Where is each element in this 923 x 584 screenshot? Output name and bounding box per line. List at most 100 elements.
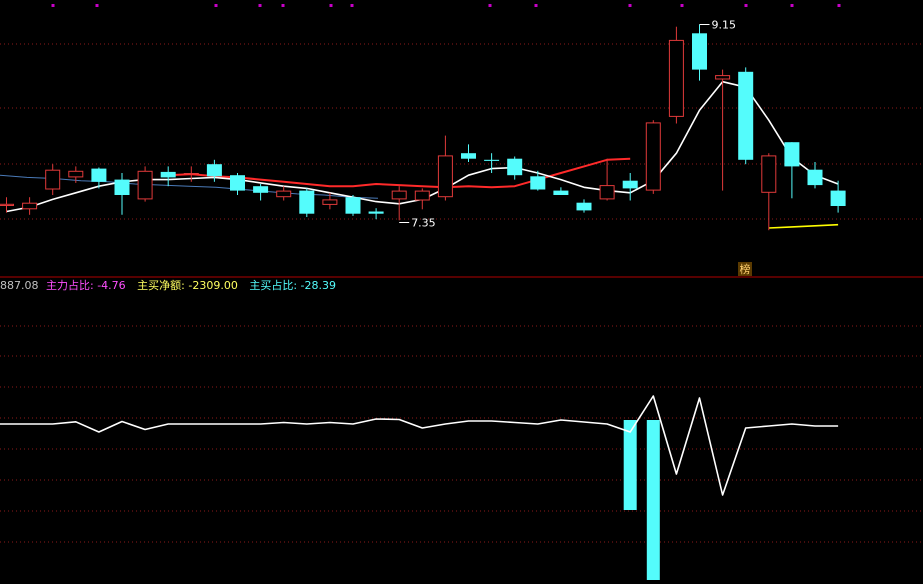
top-marker-dots xyxy=(51,4,841,7)
marker-dot xyxy=(680,4,684,7)
price-annotation: 7.35 xyxy=(399,217,436,230)
candle xyxy=(0,197,14,213)
indicator-line-path xyxy=(0,395,839,496)
candle xyxy=(622,173,638,201)
candle xyxy=(599,158,615,201)
candle-body xyxy=(137,170,153,200)
candle-body xyxy=(345,197,361,214)
candle-body xyxy=(322,199,338,205)
candle xyxy=(784,142,800,199)
candle xyxy=(830,180,846,213)
candle xyxy=(137,166,153,202)
candlesticks[interactable] xyxy=(0,24,846,231)
candle xyxy=(738,67,754,165)
main-ratio-value: -4.76 xyxy=(97,279,125,292)
candle-body xyxy=(645,122,661,191)
indicator-line xyxy=(0,395,839,496)
candle-body xyxy=(576,202,592,211)
annotation-label: 7.35 xyxy=(411,217,436,230)
candle-body xyxy=(484,159,500,161)
candle-body xyxy=(0,203,14,207)
candle xyxy=(276,186,292,201)
candle xyxy=(391,186,407,221)
candle xyxy=(437,135,453,201)
marker-dot xyxy=(628,4,632,7)
candle xyxy=(91,167,107,189)
candle-body xyxy=(91,168,107,182)
candle-body xyxy=(414,190,430,201)
candle xyxy=(530,170,546,191)
candle-body xyxy=(622,180,638,189)
candle xyxy=(183,166,199,182)
candle-body xyxy=(807,169,823,186)
indicator-bar xyxy=(623,420,637,510)
indicator-bar xyxy=(646,420,660,580)
candle xyxy=(484,153,500,173)
candle-body xyxy=(276,190,292,198)
marker-dot xyxy=(534,4,538,7)
candle-body xyxy=(784,142,800,167)
candle xyxy=(345,195,361,216)
candle-body xyxy=(437,155,453,198)
badge-text: 榜 xyxy=(740,262,751,276)
marker-dot xyxy=(214,4,218,7)
candle xyxy=(368,208,384,220)
indicator-bars xyxy=(623,420,660,580)
candle-body xyxy=(160,171,176,178)
candle xyxy=(553,187,569,195)
ma-red-line xyxy=(168,157,631,189)
candle-body xyxy=(253,186,269,193)
marker-dot xyxy=(95,4,99,7)
badge: 榜 xyxy=(738,262,752,276)
candle-body xyxy=(530,176,546,190)
candle xyxy=(692,24,707,81)
candle-body xyxy=(45,169,61,190)
marker-dot xyxy=(51,4,55,7)
ma-blue-line xyxy=(0,174,379,199)
marker-dot xyxy=(837,4,841,7)
candle-body xyxy=(738,71,754,160)
candle-body xyxy=(230,175,245,191)
candle xyxy=(299,188,315,217)
candle-body xyxy=(368,211,384,214)
candle xyxy=(715,69,731,191)
badge-background xyxy=(738,262,752,276)
marker-dot xyxy=(744,4,748,7)
candle xyxy=(68,166,84,183)
net-buy-label: 主买净额: xyxy=(137,278,188,292)
candle xyxy=(761,153,777,231)
candle xyxy=(22,197,38,215)
marker-dot xyxy=(329,4,333,7)
candle-body xyxy=(668,39,684,117)
candle xyxy=(45,164,61,195)
candle xyxy=(414,188,430,210)
candle-body xyxy=(22,202,38,210)
candle-body xyxy=(692,33,707,70)
candle-body xyxy=(553,190,569,195)
marker-dot xyxy=(790,4,794,7)
indicator-header: 887.08 主力占比: -4.76 主买净额: -2309.00 主买占比: … xyxy=(0,278,336,292)
net-buy-value: -2309.00 xyxy=(188,279,237,292)
candle-body xyxy=(391,190,407,200)
candle xyxy=(507,156,523,180)
candle xyxy=(461,144,476,162)
price-annotation: 9.15 xyxy=(699,19,737,32)
marker-dot xyxy=(281,4,285,7)
candle xyxy=(322,192,338,210)
marker-dot xyxy=(350,4,354,7)
header-prefix: 887.08 xyxy=(0,279,39,292)
candle-body xyxy=(114,179,130,195)
candle-body xyxy=(715,75,731,80)
candle-body xyxy=(830,190,846,206)
candle xyxy=(253,184,269,201)
candle xyxy=(230,173,245,195)
candle-body xyxy=(461,153,476,159)
annotation-label: 9.15 xyxy=(712,19,737,32)
candle-body xyxy=(599,185,615,200)
candle xyxy=(114,173,130,215)
candle-body xyxy=(507,158,523,176)
buy-ratio-label: 主买占比: xyxy=(249,278,300,292)
candle xyxy=(576,199,592,213)
